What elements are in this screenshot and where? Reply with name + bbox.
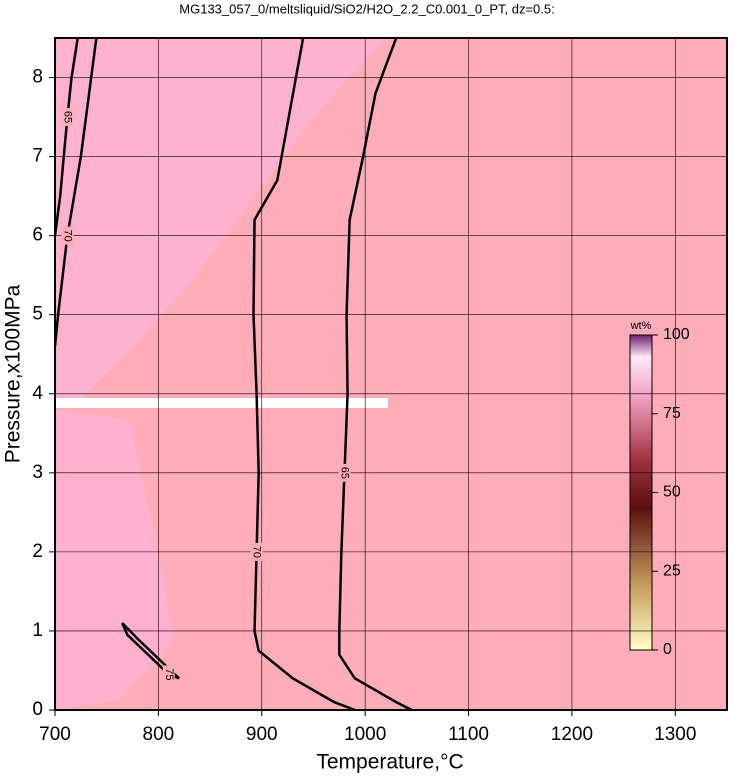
y-tick-label: 6 xyxy=(32,225,43,246)
plot-frame xyxy=(54,37,728,711)
y-tick-label: 3 xyxy=(32,462,43,483)
colorbar xyxy=(629,334,653,651)
region xyxy=(55,410,175,710)
x-tick-label: 900 xyxy=(246,724,278,745)
contour-label-bg xyxy=(61,226,74,245)
y-tick-label: 4 xyxy=(32,383,43,404)
contour-label: 70 xyxy=(61,230,73,242)
y-tick-label: 7 xyxy=(32,146,43,167)
x-tick-label: 700 xyxy=(39,724,71,745)
contour-label-bg xyxy=(61,108,74,127)
y-tick-label: 2 xyxy=(32,541,43,562)
contour-label-bg xyxy=(338,463,351,482)
chart-title: MG133_057_0/meltsliquid/SiO2/H2O_2.2_C0.… xyxy=(179,1,554,16)
y-axis-label: Pressure,x100MPa xyxy=(2,284,25,463)
x-axis-label: Temperature,°C xyxy=(316,751,463,774)
contour-label-bg xyxy=(162,665,175,684)
contour-label-bg xyxy=(250,542,263,561)
colorbar-tick-label: 25 xyxy=(663,562,681,579)
x-tick-label: 1000 xyxy=(344,724,386,745)
region xyxy=(55,38,386,402)
x-tick-label: 1200 xyxy=(551,724,593,745)
contour-line xyxy=(252,37,356,712)
contour-line xyxy=(53,37,98,347)
plot-area xyxy=(55,38,727,710)
contour-label: 75 xyxy=(163,668,175,680)
colorbar-tick-label: 100 xyxy=(663,326,690,343)
colorbar-tick-label: 50 xyxy=(663,484,681,501)
x-tick-label: 1300 xyxy=(654,724,696,745)
colorbar-label: wt% xyxy=(630,320,652,332)
x-tick-label: 1100 xyxy=(448,724,489,745)
contour-label: 70 xyxy=(251,546,263,558)
y-tick-label: 1 xyxy=(32,620,43,641)
y-tick-label: 5 xyxy=(32,304,43,325)
y-tick-label: 0 xyxy=(32,699,43,720)
x-tick-label: 800 xyxy=(143,724,175,745)
contour-label: 65 xyxy=(61,111,73,123)
y-tick-label: 8 xyxy=(32,67,43,88)
data-gap xyxy=(55,398,388,408)
contour-label: 65 xyxy=(339,467,351,479)
colorbar-tick-label: 0 xyxy=(663,641,672,658)
colorbar-tick-label: 75 xyxy=(663,405,681,422)
